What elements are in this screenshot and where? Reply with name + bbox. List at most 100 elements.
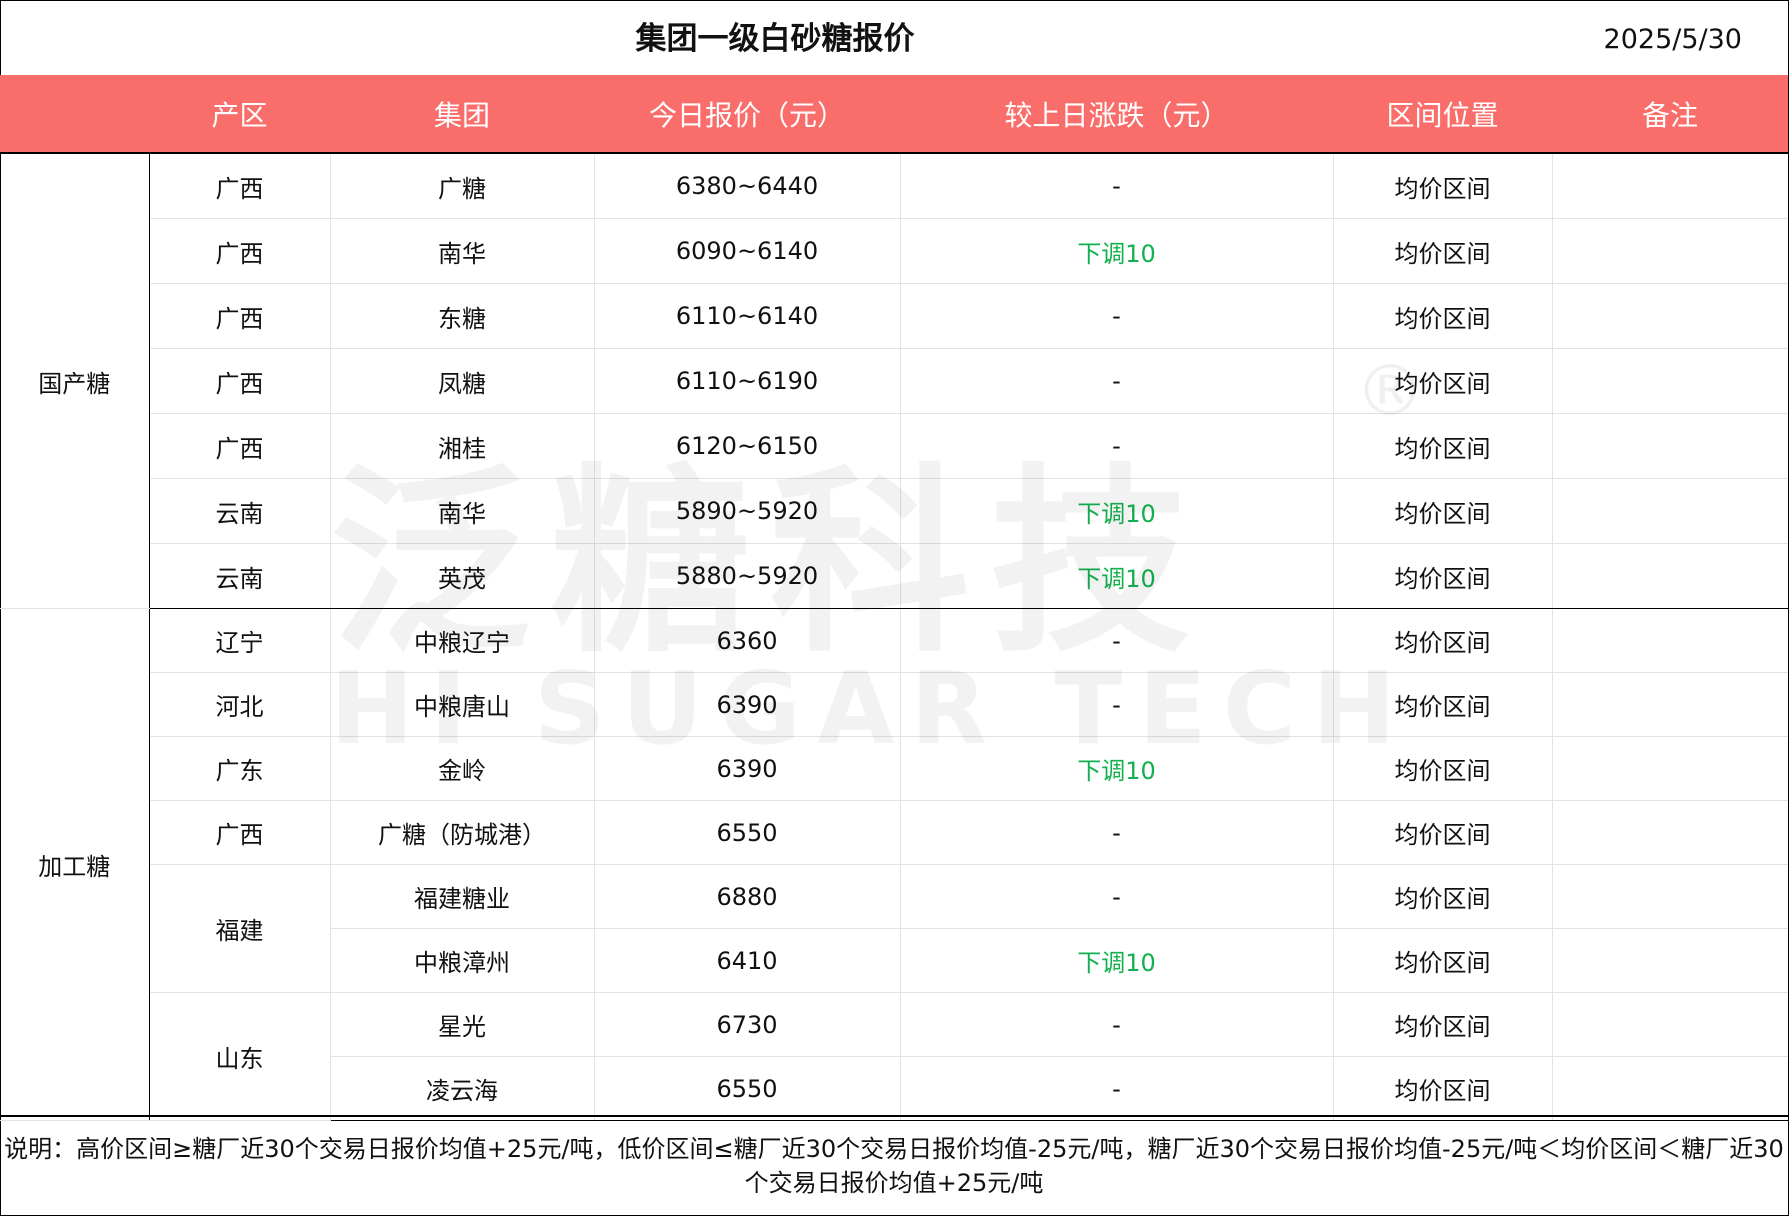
price-cell: 6110~6190 — [593, 348, 901, 414]
group-cell: 英茂 — [329, 543, 595, 609]
group-cell: 星光 — [329, 992, 595, 1057]
report-date: 2025/5/30 — [1603, 24, 1742, 55]
region-cell: 福建 — [148, 864, 331, 993]
position-cell: 均价区间 — [1332, 864, 1553, 929]
price-cell: 6550 — [593, 800, 901, 865]
position-cell: 均价区间 — [1332, 800, 1553, 865]
footnote: 说明：高价区间≥糖厂近30个交易日报价均值+25元/吨，低价区间≤糖厂近30个交… — [0, 1115, 1788, 1215]
price-table: 产区 集团 今日报价（元） 较上日涨跌（元） 区间位置 备注 国产糖 广西 广糖 6380~64… — [0, 75, 1788, 1121]
region-cell: 广西 — [148, 218, 331, 284]
price-cell: 5880~5920 — [593, 543, 901, 609]
title-row: 集团一级白砂糖报价 2025/5/30 — [0, 0, 1787, 75]
change-cell: - — [899, 672, 1334, 737]
group-cell: 中粮辽宁 — [329, 608, 595, 673]
group-cell: 广糖 — [329, 152, 595, 219]
region-cell: 广西 — [148, 800, 331, 865]
column-header: 今日报价（元） — [594, 75, 900, 154]
column-header: 产区 — [149, 75, 330, 154]
group-cell: 东糖 — [329, 283, 595, 349]
price-cell: 6550 — [593, 1056, 901, 1121]
position-cell: 均价区间 — [1332, 218, 1553, 284]
region-cell: 云南 — [148, 543, 331, 609]
note-cell — [1551, 152, 1788, 219]
change-cell: 下调10 — [899, 478, 1334, 544]
table-row: 凌云海 6550- 均价区间 — [0, 1056, 1788, 1121]
note-cell — [1551, 608, 1788, 673]
region-cell: 广西 — [148, 413, 331, 479]
table-header: 产区 集团 今日报价（元） 较上日涨跌（元） 区间位置 备注 — [0, 75, 1788, 154]
table-row: 云南 英茂 5880~5920 下调10 均价区间 — [0, 543, 1788, 609]
change-cell: - — [899, 800, 1334, 865]
note-cell — [1551, 672, 1788, 737]
note-cell — [1551, 800, 1788, 865]
price-cell: 6360 — [593, 608, 901, 673]
note-cell — [1551, 864, 1788, 929]
position-cell: 均价区间 — [1332, 348, 1553, 414]
position-cell: 均价区间 — [1332, 478, 1553, 544]
position-cell: 均价区间 — [1332, 992, 1553, 1057]
note-cell — [1551, 736, 1788, 801]
position-cell: 均价区间 — [1332, 672, 1553, 737]
note-cell — [1551, 283, 1788, 349]
column-header: 集团 — [330, 75, 594, 154]
change-cell: - — [899, 992, 1334, 1057]
region-cell: 辽宁 — [148, 608, 331, 673]
table-row: 中粮漳州 6410 下调10 均价区间 — [0, 928, 1788, 993]
price-cell: 6110~6140 — [593, 283, 901, 349]
table-row: 广西 南华 6090~6140 下调10 均价区间 — [0, 218, 1788, 284]
change-cell: 下调10 — [899, 736, 1334, 801]
price-cell: 6120~6150 — [593, 413, 901, 479]
group-cell: 凌云海 — [329, 1056, 595, 1121]
column-header: 较上日涨跌（元） — [900, 75, 1333, 154]
group-cell: 南华 — [329, 478, 595, 544]
change-cell: 下调10 — [899, 543, 1334, 609]
price-cell: 6380~6440 — [593, 152, 901, 219]
note-cell — [1551, 992, 1788, 1057]
group-cell: 金岭 — [329, 736, 595, 801]
note-cell — [1551, 478, 1788, 544]
price-cell: 6090~6140 — [593, 218, 901, 284]
price-cell: 6730 — [593, 992, 901, 1057]
table-row: 广东 金岭 6390 下调10 均价区间 — [0, 736, 1788, 801]
page-title: 集团一级白砂糖报价 — [635, 21, 915, 57]
change-cell: - — [899, 348, 1334, 414]
region-cell: 河北 — [148, 672, 331, 737]
note-cell — [1551, 928, 1788, 993]
column-header: 备注 — [1552, 75, 1788, 154]
header-blank — [0, 75, 149, 154]
category-cell: 国产糖 — [0, 152, 150, 609]
change-cell: 下调10 — [899, 928, 1334, 993]
price-cell: 6410 — [593, 928, 901, 993]
price-cell: 6390 — [593, 672, 901, 737]
note-cell — [1551, 543, 1788, 609]
change-cell: - — [899, 283, 1334, 349]
position-cell: 均价区间 — [1332, 413, 1553, 479]
note-cell — [1551, 218, 1788, 284]
price-cell: 6390 — [593, 736, 901, 801]
table-row: 河北 中粮唐山 6390- 均价区间 — [0, 672, 1788, 737]
group-cell: 福建糖业 — [329, 864, 595, 929]
note-cell — [1551, 1056, 1788, 1121]
table-row: 加工糖 辽宁 中粮辽宁 6360- 均价区间 — [0, 608, 1788, 1121]
table-row: 广西 凤糖 6110~6190- 均价区间 — [0, 348, 1788, 414]
group-cell: 中粮唐山 — [329, 672, 595, 737]
price-cell: 5890~5920 — [593, 478, 901, 544]
change-cell: 下调10 — [899, 218, 1334, 284]
group-cell: 凤糖 — [329, 348, 595, 414]
region-cell: 广西 — [148, 152, 331, 219]
change-cell: - — [899, 152, 1334, 219]
group-cell: 中粮漳州 — [329, 928, 595, 993]
table-row: 国产糖 广西 广糖 6380~6440- 均价区间 — [0, 152, 1788, 609]
position-cell: 均价区间 — [1332, 736, 1553, 801]
table-row: 广西 湘桂 6120~6150- 均价区间 — [0, 413, 1788, 479]
change-cell: - — [899, 413, 1334, 479]
position-cell: 均价区间 — [1332, 543, 1553, 609]
note-cell — [1551, 413, 1788, 479]
table-row: 广西 东糖 6110~6140- 均价区间 — [0, 283, 1788, 349]
group-cell: 广糖（防城港） — [329, 800, 595, 865]
position-cell: 均价区间 — [1332, 1056, 1553, 1121]
table-row: 广西 广糖（防城港） 6550- 均价区间 — [0, 800, 1788, 865]
group-cell: 南华 — [329, 218, 595, 284]
change-cell: - — [899, 608, 1334, 673]
change-cell: - — [899, 1056, 1334, 1121]
